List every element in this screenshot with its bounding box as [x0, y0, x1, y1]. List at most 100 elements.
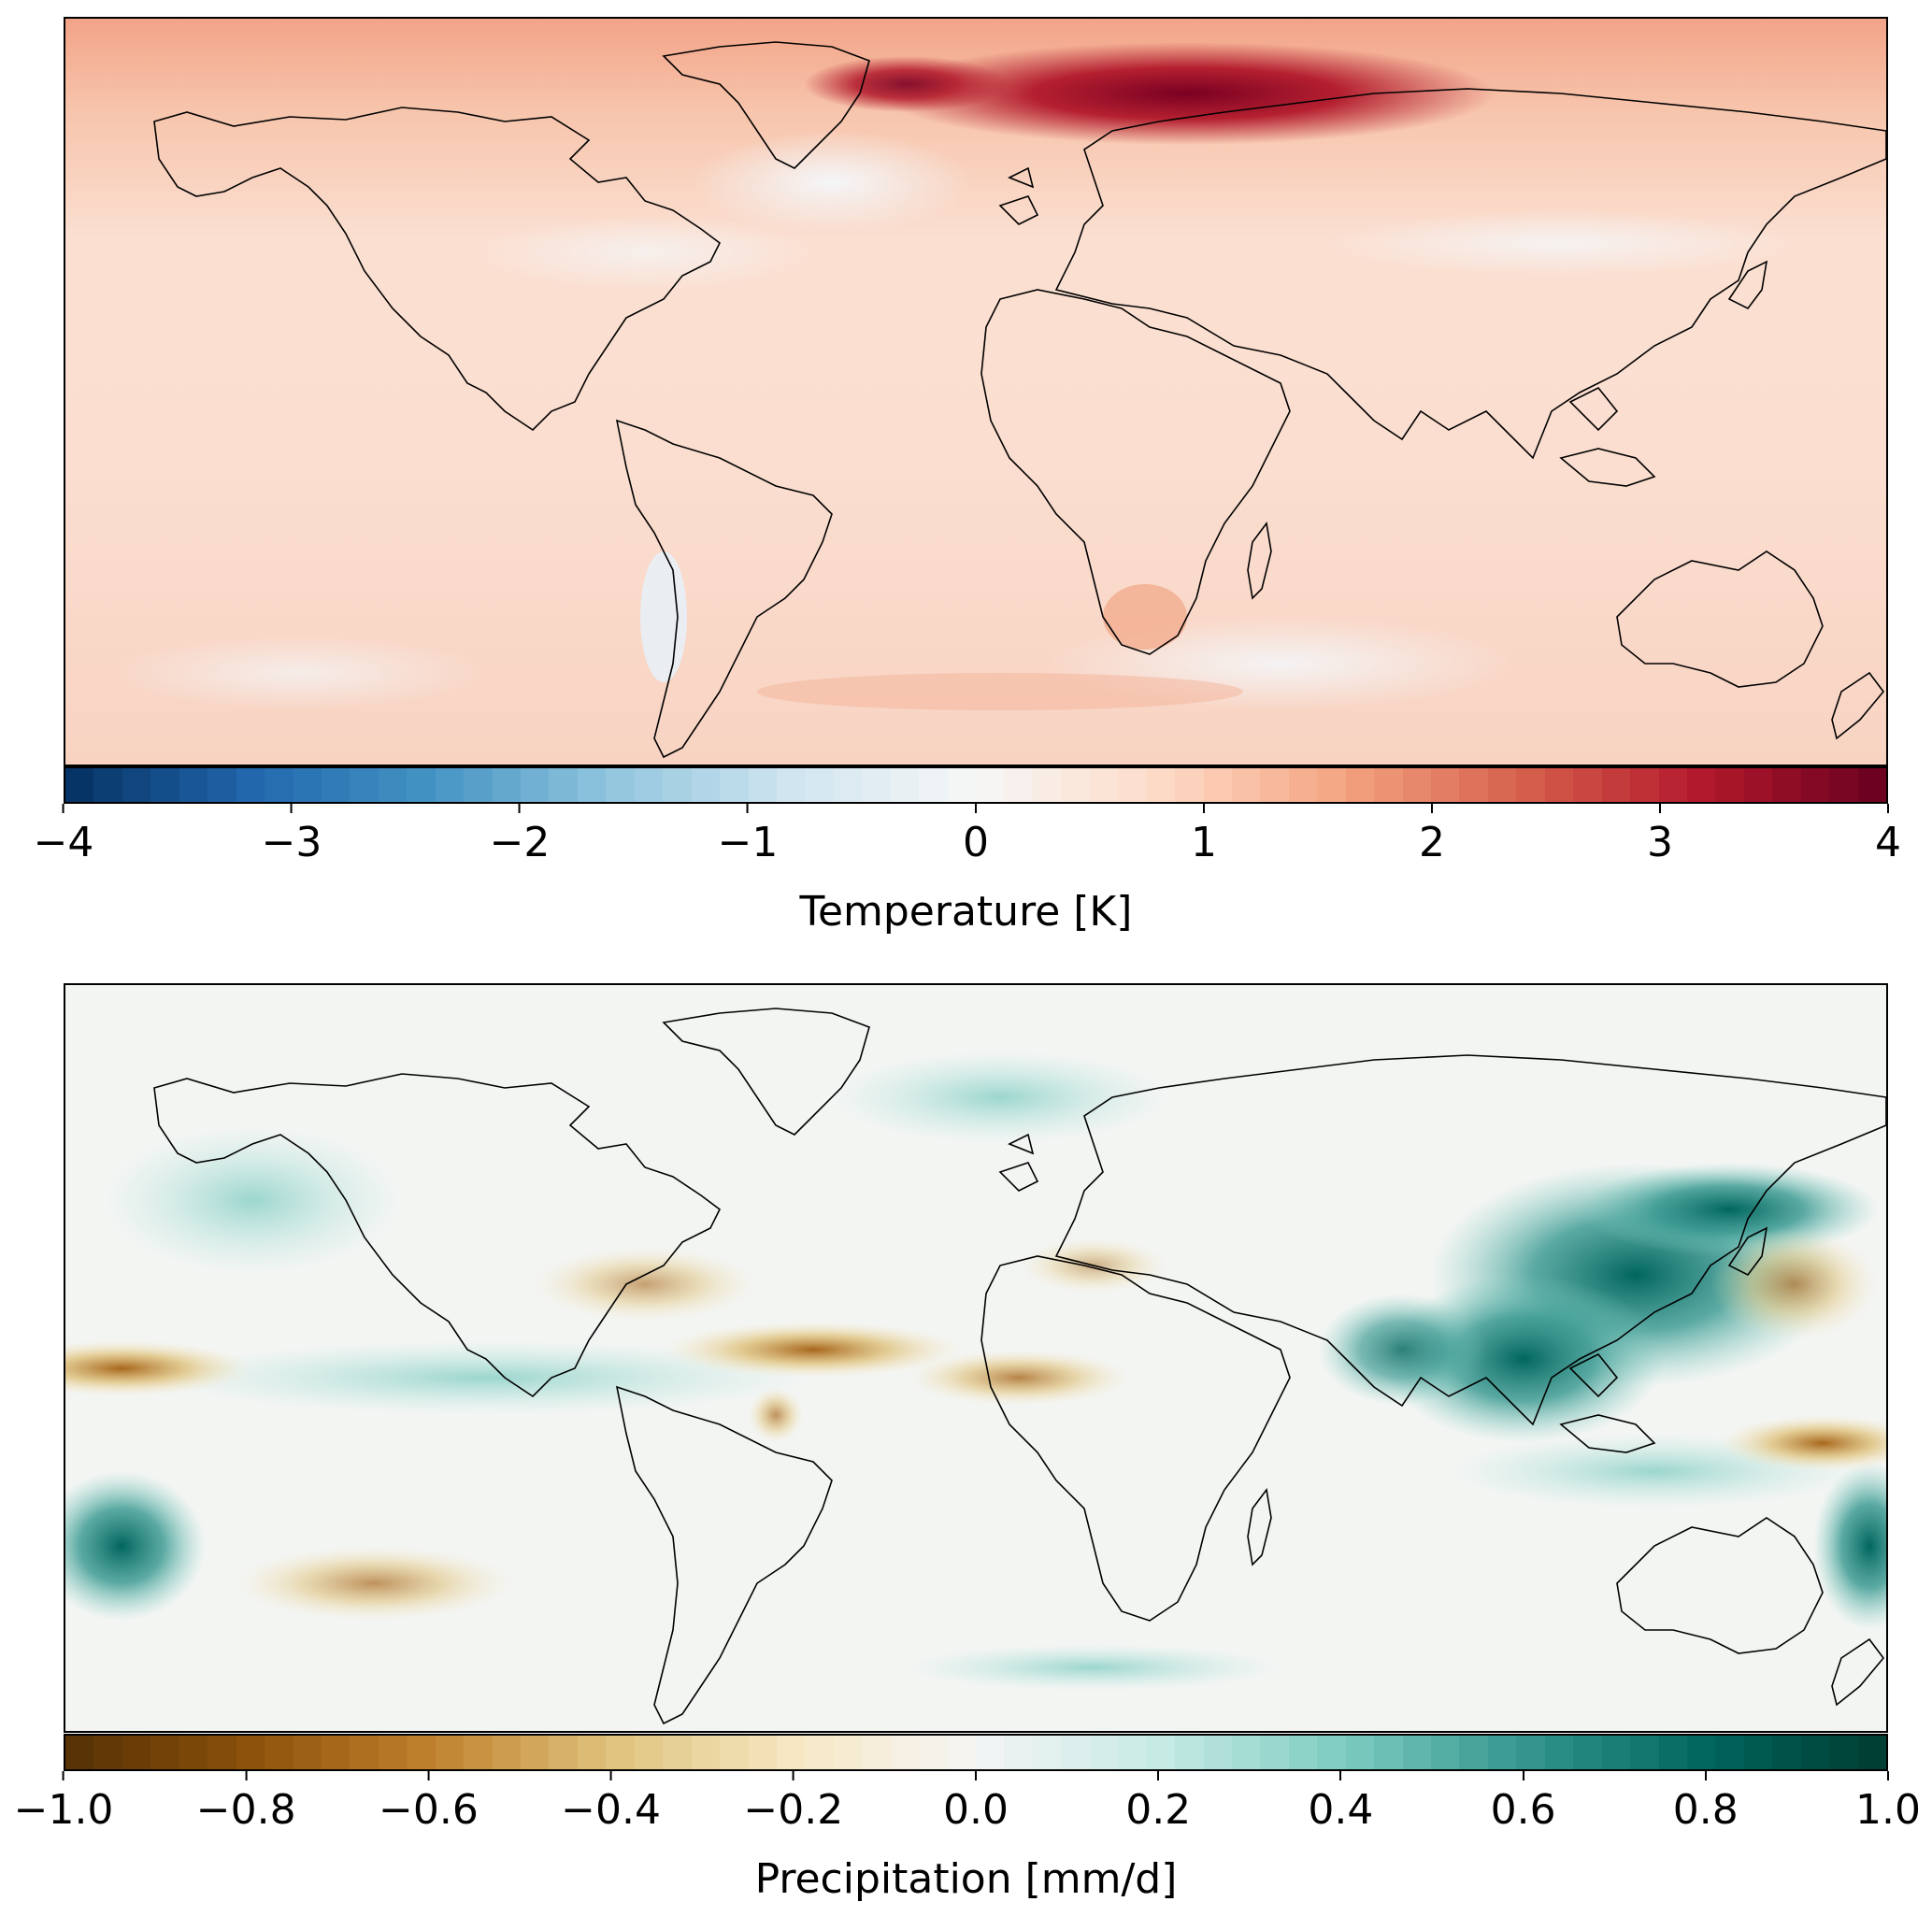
pacific-itcz-dry-anomaly [65, 1340, 252, 1396]
colorbar-segment [577, 1736, 607, 1769]
colorbar-tick-label: −0.8 [195, 1786, 296, 1834]
colorbar-segment [1032, 1736, 1062, 1769]
colorbar-tick: −3 [262, 804, 322, 866]
colorbar-segment [1032, 768, 1062, 802]
colorbar-segment [1857, 768, 1886, 802]
colorbar-segment [1260, 768, 1289, 802]
colorbar-segment [1573, 1736, 1602, 1769]
colorbar-segment [65, 1736, 94, 1769]
colorbar-segment [1402, 768, 1431, 802]
colorbar-segment [435, 1736, 465, 1769]
colorbar-segment [1544, 768, 1574, 802]
colorbar-tick-label: 0.6 [1490, 1786, 1556, 1834]
colorbar-segment [378, 768, 408, 802]
colorbar-segment [1459, 768, 1488, 802]
colorbar-tick: 0.6 [1491, 1771, 1556, 1834]
colorbar-segment [1374, 768, 1403, 802]
colorbar-segment [1345, 768, 1375, 802]
colorbar-tick: −2 [490, 804, 550, 866]
colorbar-segment [150, 768, 179, 802]
colorbar-segment [492, 1736, 521, 1769]
colorbar-segment [549, 768, 578, 802]
colorbar-segment [833, 1736, 863, 1769]
colorbar-segment [1146, 768, 1176, 802]
colorbar-segment [890, 1736, 920, 1769]
colorbar-segment [805, 768, 834, 802]
colorbar-segment [1175, 1736, 1204, 1769]
colorbar-tick: 1.0 [1855, 1771, 1921, 1834]
colorbar-tick: −0.2 [743, 1771, 843, 1834]
colorbar-segment [1089, 768, 1119, 802]
colorbar-segment [492, 768, 521, 802]
colorbar-segment [179, 1736, 208, 1769]
precipitation-colorbar [64, 1734, 1888, 1771]
colorbar-segment [1573, 768, 1602, 802]
colorbar-segment [321, 1736, 351, 1769]
colorbar-segment [748, 768, 777, 802]
colorbar-tick-label: 0.4 [1308, 1786, 1374, 1834]
precipitation-colorbar-ticks: −1.0 −0.8 −0.6 −0.4 −0.2 0.0 0.2 0.4 0.6 0.8 1.0 [14, 1771, 1921, 1834]
colorbar-segment [1061, 1736, 1090, 1769]
colorbar-segment [1630, 768, 1659, 802]
colorbar-segment [122, 768, 151, 802]
colorbar-segment [1800, 1736, 1830, 1769]
colorbar-tick: 1 [1191, 804, 1217, 866]
colorbar-segment [634, 768, 664, 802]
precipitation-map [64, 983, 1888, 1733]
colorbar-segment [293, 768, 322, 802]
colorbar-segment [350, 1736, 379, 1769]
colorbar-segment [350, 768, 379, 802]
colorbar-segment [947, 768, 976, 802]
colorbar-segment [265, 1736, 293, 1769]
colorbar-segment [1288, 1736, 1318, 1769]
colorbar-segment [1658, 768, 1687, 802]
colorbar-segment [1345, 1736, 1375, 1769]
colorbar-segment [1203, 768, 1232, 802]
colorbar-segment [833, 768, 863, 802]
colorbar-segment [776, 768, 806, 802]
colorbar-segment [805, 1736, 834, 1769]
colorbar-segment [1260, 1736, 1289, 1769]
colorbar-segment [1089, 1736, 1119, 1769]
colorbar-tick-label: 0.2 [1125, 1786, 1192, 1834]
colorbar-segment [720, 768, 749, 802]
colorbar-segment [208, 1736, 236, 1769]
colorbar-segment [1317, 1736, 1346, 1769]
colorbar-tick-label: 3 [1647, 819, 1673, 866]
coastlines [153, 41, 1886, 759]
colorbar-segment [1743, 1736, 1773, 1769]
colorbar-tick: 3 [1647, 804, 1673, 866]
colorbar-segment [521, 768, 550, 802]
colorbar-segment [407, 768, 436, 802]
atlantic-itcz-dry-anomaly [664, 1322, 963, 1378]
colorbar-segment [464, 1736, 493, 1769]
colorbar-segment [549, 1736, 578, 1769]
colorbar-segment [1004, 768, 1033, 802]
colorbar-segment [1800, 768, 1830, 802]
colorbar-tick: 0 [963, 804, 989, 866]
colorbar-segment [919, 768, 948, 802]
colorbar-tick: 0.0 [943, 1771, 1009, 1834]
colorbar-segment [1715, 1736, 1744, 1769]
colorbar-segment [1118, 768, 1147, 802]
colorbar-segment [862, 1736, 891, 1769]
colorbar-segment [1829, 1736, 1858, 1769]
colorbar-segment [1431, 1736, 1460, 1769]
colorbar-segment [976, 1736, 1005, 1769]
colorbar-segment [1118, 1736, 1147, 1769]
colorbar-segment [1231, 1736, 1261, 1769]
colorbar-segment [862, 768, 891, 802]
colorbar-segment [1601, 768, 1631, 802]
colorbar-segment [919, 1736, 948, 1769]
colorbar-segment [691, 768, 721, 802]
temperature-colorbar-ticks: −4 −3 −2 −1 0 1 2 3 4 [34, 804, 1901, 866]
colorbar-segment [1857, 1736, 1886, 1769]
colorbar-segment [1686, 1736, 1716, 1769]
temperature-colorbar-label: Temperature [K] [799, 888, 1133, 936]
colorbar-segment [407, 1736, 436, 1769]
colorbar-segment [179, 768, 208, 802]
colorbar-segment [1686, 768, 1716, 802]
colorbar-segment [321, 768, 351, 802]
colorbar-segment [976, 768, 1005, 802]
colorbar-segment [1743, 768, 1773, 802]
